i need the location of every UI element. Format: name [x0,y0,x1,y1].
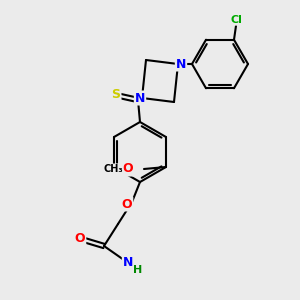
Text: S: S [112,88,121,100]
Text: H: H [134,265,142,275]
Text: O: O [75,232,85,244]
Text: CH₃: CH₃ [103,164,123,174]
Text: O: O [123,163,133,176]
Text: N: N [123,256,133,268]
Text: O: O [122,197,132,211]
Text: Cl: Cl [230,15,242,25]
Text: N: N [176,58,186,70]
Text: N: N [135,92,145,104]
